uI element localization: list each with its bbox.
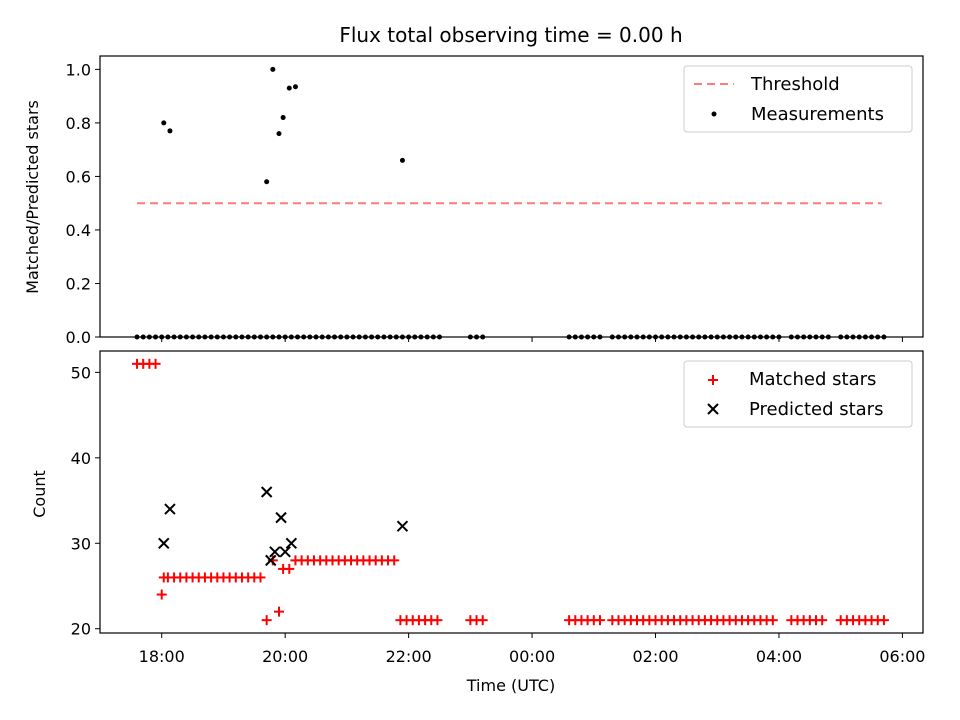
matched-star-point <box>432 615 443 626</box>
predicted-star-point <box>285 537 298 549</box>
ratio-y-tick-label: 1.0 <box>66 60 91 79</box>
x-tick-label: 04:00 <box>756 647 802 666</box>
matched-star-point <box>594 615 605 626</box>
matched-star-point <box>274 606 285 617</box>
threshold-legend-label: Threshold <box>750 74 840 95</box>
x-tick-label: 18:00 <box>139 647 185 666</box>
count-y-tick-label: 50 <box>71 363 91 382</box>
matched-star-point <box>767 615 778 626</box>
matched-star-point <box>255 572 266 583</box>
x-tick-label: 06:00 <box>879 647 925 666</box>
ratio-y-tick-label: 0.4 <box>66 221 91 240</box>
measurement-point <box>286 85 292 91</box>
matched-star-point <box>261 615 272 626</box>
predicted-legend-swatch <box>707 403 719 415</box>
predicted-star-point <box>275 511 287 524</box>
ratio-y-tick-label: 0.8 <box>66 114 91 133</box>
predicted-star-point <box>269 546 281 558</box>
count-y-tick-label: 20 <box>71 620 91 639</box>
ratio-y-ticks: 0.0 0.2 0.4 0.6 0.8 1.0 <box>66 60 100 347</box>
ratio-axes-frame <box>99 55 924 338</box>
ratio-y-tick-label: 0.0 <box>66 328 91 347</box>
ratio-y-tick-label: 0.2 <box>66 274 91 293</box>
ratio-panel: 0.0 0.2 0.4 0.6 0.8 1.0 Matched/Predicted sta… <box>23 55 924 347</box>
measurement-point <box>161 120 167 126</box>
matched-star-point <box>477 615 488 626</box>
ratio-y-tick-label: 0.6 <box>66 167 91 186</box>
x-tick-label: 22:00 <box>386 647 432 666</box>
matched-star-point <box>267 555 278 566</box>
matched-star-point <box>878 615 889 626</box>
ratio-legend-frame <box>683 65 913 133</box>
count-x-ticks: 18:00 20:00 22:00 00:00 02:00 04:00 06:00 <box>139 633 925 666</box>
matched-star-point <box>284 563 295 574</box>
matched-star-point <box>389 555 400 566</box>
measurements-legend-swatch <box>711 111 717 117</box>
count-axes-frame <box>99 350 924 634</box>
x-tick-label: 00:00 <box>509 647 555 666</box>
count-legend-frame <box>683 360 913 428</box>
x-tick-label: 02:00 <box>632 647 678 666</box>
count-legend: Matched stars Predicted stars <box>683 360 913 428</box>
count-panel: 20 30 40 50 18:00 20:00 22:00 00:00 02:00 04:00 0… <box>30 350 925 695</box>
count-plot-area <box>132 358 889 626</box>
count-y-tick-label: 40 <box>71 449 91 468</box>
measurement-point <box>292 84 298 90</box>
matched-star-point <box>156 589 167 600</box>
ratio-x-ticks <box>161 337 903 342</box>
predicted-star-point <box>279 546 291 558</box>
ratio-y-axis-label: Matched/Predicted stars <box>23 100 42 294</box>
matched-legend-swatch <box>708 375 718 385</box>
matched-legend-label: Matched stars <box>749 369 876 390</box>
measurement-point <box>270 66 276 72</box>
measurement-point <box>167 128 173 134</box>
measurement-point <box>264 179 270 185</box>
predicted-star-point <box>158 537 170 549</box>
ratio-plot-area <box>134 66 887 340</box>
chart-title: Flux total observing time = 0.00 h <box>339 23 682 47</box>
measurement-point <box>399 157 405 163</box>
measurement-point <box>280 115 286 121</box>
predicted-star-point <box>164 503 176 515</box>
matched-star-point <box>150 358 161 369</box>
predicted-star-point <box>396 520 409 532</box>
predicted-legend-label: Predicted stars <box>749 399 883 420</box>
count-y-axis-label: Count <box>30 470 49 518</box>
predicted-star-point <box>265 554 277 567</box>
matched-star-point <box>817 615 828 626</box>
x-axis-label: Time (UTC) <box>466 676 555 695</box>
predicted-star-point <box>260 486 273 498</box>
measurement-point <box>276 131 282 137</box>
ratio-legend: Threshold Measurements <box>683 65 913 133</box>
x-tick-label: 20:00 <box>262 647 308 666</box>
count-y-tick-label: 30 <box>71 534 91 553</box>
measurements-legend-label: Measurements <box>751 104 884 125</box>
count-y-ticks: 20 30 40 50 <box>71 363 100 639</box>
